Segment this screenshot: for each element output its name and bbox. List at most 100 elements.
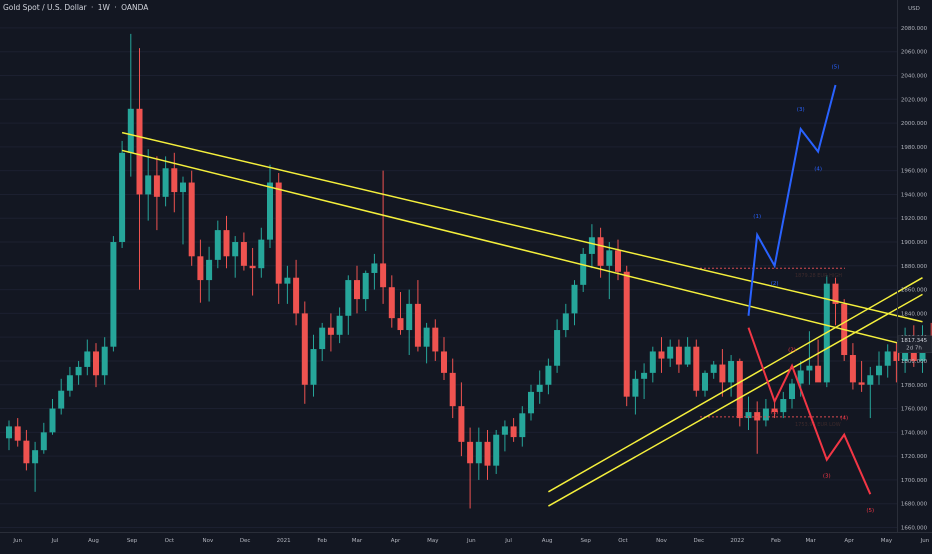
candle-body[interactable] (876, 365, 882, 376)
candle-body[interactable] (319, 327, 326, 350)
candle-body[interactable] (432, 327, 439, 352)
trendline-3[interactable] (548, 277, 923, 493)
candle-body[interactable] (188, 182, 195, 257)
candle-body[interactable] (284, 277, 291, 284)
candle-body[interactable] (458, 406, 465, 442)
last-price-tag[interactable]: 1817.345 2d 7h (897, 335, 932, 353)
candle-body[interactable] (153, 175, 160, 197)
candle-body[interactable] (136, 108, 143, 195)
candle-body[interactable] (206, 259, 213, 281)
candle-body[interactable] (693, 346, 700, 391)
candle-body[interactable] (214, 230, 221, 260)
candle-body[interactable] (754, 412, 761, 421)
candle-body[interactable] (119, 152, 126, 243)
candle-body[interactable] (667, 346, 674, 359)
candle-body[interactable] (762, 408, 769, 421)
candle-body[interactable] (84, 351, 91, 367)
candle-body[interactable] (93, 351, 99, 376)
candle-body[interactable] (493, 434, 500, 466)
trendline-1[interactable] (121, 131, 923, 323)
candle-body[interactable] (719, 364, 726, 383)
candle-body[interactable] (797, 370, 804, 384)
candle-body[interactable] (223, 230, 230, 257)
candle-body[interactable] (14, 426, 21, 441)
candle-body[interactable] (232, 242, 239, 257)
candle-body[interactable] (806, 365, 813, 371)
candle-body[interactable] (127, 108, 134, 153)
candle-body[interactable] (423, 327, 430, 347)
candle-body[interactable] (606, 250, 613, 266)
candle-body[interactable] (615, 250, 621, 272)
candle-body[interactable] (501, 426, 508, 435)
candle-body[interactable] (293, 277, 300, 314)
candle-body[interactable] (258, 239, 265, 269)
candle-body[interactable] (641, 372, 648, 379)
candle-body[interactable] (249, 265, 256, 269)
candle-body[interactable] (684, 346, 691, 365)
candle-body[interactable] (267, 182, 273, 240)
candle-body[interactable] (484, 441, 491, 466)
candle-body[interactable] (66, 375, 73, 391)
candle-body[interactable] (110, 242, 117, 347)
candle-body[interactable] (171, 168, 178, 193)
candle-body[interactable] (397, 318, 404, 331)
candle-body[interactable] (327, 327, 334, 335)
candle-body[interactable] (588, 237, 595, 254)
candle-body[interactable] (554, 330, 561, 366)
candle-body[interactable] (867, 375, 874, 385)
candle-body[interactable] (414, 303, 421, 347)
candle-body[interactable] (789, 383, 795, 400)
candle-body[interactable] (301, 313, 308, 385)
candle-body[interactable] (145, 175, 152, 195)
candle-body[interactable] (49, 408, 56, 433)
candle-body[interactable] (832, 283, 839, 304)
candle-body[interactable] (197, 256, 204, 281)
candle-body[interactable] (336, 315, 343, 335)
candle-body[interactable] (310, 349, 317, 385)
candle-body[interactable] (371, 263, 378, 273)
candle-body[interactable] (736, 360, 743, 419)
candle-body[interactable] (388, 287, 395, 319)
candle-body[interactable] (710, 364, 717, 373)
candle-body[interactable] (406, 303, 413, 331)
candle-body[interactable] (858, 382, 865, 385)
candle-body[interactable] (545, 365, 552, 385)
candle-body[interactable] (240, 242, 247, 266)
candle-body[interactable] (771, 408, 778, 413)
candle-body[interactable] (449, 372, 456, 407)
candle-body[interactable] (728, 360, 735, 383)
candle-body[interactable] (675, 346, 682, 365)
candle-body[interactable] (884, 351, 891, 366)
candle-body[interactable] (32, 450, 39, 464)
bullish-wave-path[interactable] (747, 84, 837, 316)
candle-body[interactable] (597, 237, 604, 266)
candle-body[interactable] (58, 390, 65, 409)
candle-body[interactable] (536, 384, 543, 392)
candle-body[interactable] (571, 284, 578, 314)
candle-body[interactable] (101, 346, 108, 376)
candle-body[interactable] (649, 351, 656, 373)
trendline-2[interactable] (121, 149, 923, 350)
trendline-4[interactable] (548, 293, 923, 507)
candle-body[interactable] (702, 372, 708, 391)
candle-body[interactable] (345, 280, 352, 316)
candle-body[interactable] (632, 378, 639, 397)
candle-body[interactable] (23, 440, 30, 464)
candle-body[interactable] (40, 432, 47, 451)
candle-body[interactable] (475, 441, 482, 464)
candle-body[interactable] (849, 355, 856, 383)
candle-body[interactable] (354, 280, 360, 300)
candle-body[interactable] (275, 182, 282, 284)
candle-body[interactable] (180, 182, 186, 193)
candle-body[interactable] (815, 365, 822, 383)
candle-body[interactable] (75, 366, 82, 376)
candle-body[interactable] (580, 253, 587, 285)
candle-body[interactable] (162, 168, 169, 197)
time-axis[interactable]: Jun Jul Aug Sep Oct Nov Dec 2021 Feb Mar Apr May Jun… (12, 538, 929, 544)
candle-body[interactable] (6, 426, 12, 439)
candle-body[interactable] (380, 263, 387, 288)
bearish-wave-path[interactable] (747, 327, 872, 495)
candle-body[interactable] (467, 441, 474, 464)
